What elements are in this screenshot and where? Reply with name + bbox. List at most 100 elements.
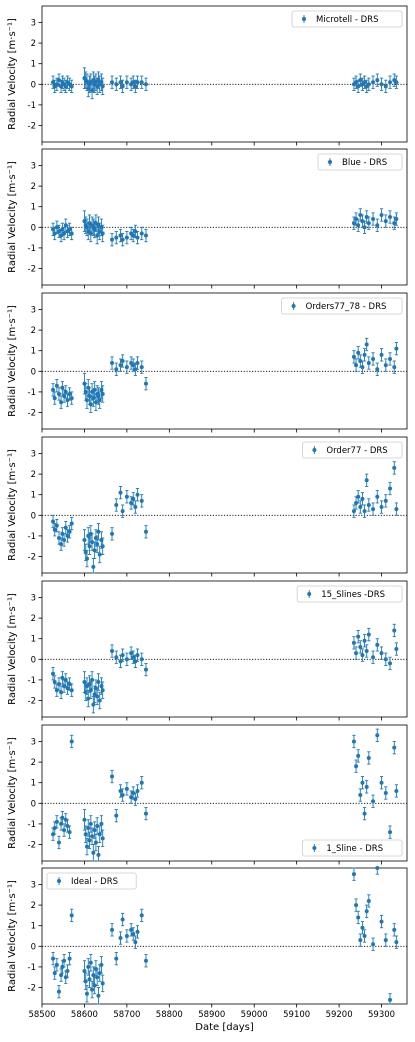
data-point [96, 993, 101, 998]
data-point [379, 919, 384, 924]
data-point [133, 797, 138, 802]
data-point [124, 786, 129, 791]
data-point [124, 80, 129, 85]
data-point [358, 644, 363, 649]
data-point [135, 788, 140, 793]
data-point [92, 387, 97, 392]
data-point [356, 494, 361, 499]
legend-box [296, 585, 403, 603]
y-tick-label: 1 [31, 635, 36, 645]
data-point [358, 505, 363, 510]
data-point [97, 398, 102, 403]
y-tick-label: -2 [28, 409, 36, 419]
data-point [84, 991, 89, 996]
data-point [51, 832, 56, 837]
data-point [60, 675, 65, 680]
y-tick-label: -2 [28, 984, 36, 994]
data-point [59, 973, 64, 978]
data-point [69, 84, 74, 89]
data-point [388, 80, 393, 85]
data-point [135, 235, 140, 240]
data-point [65, 686, 70, 691]
y-tick-label: 2 [31, 182, 36, 192]
data-point [118, 363, 123, 368]
data-point [67, 830, 72, 835]
data-point [83, 979, 88, 984]
data-point [120, 359, 125, 363]
data-point [392, 628, 397, 633]
data-point [131, 791, 136, 795]
legend: 15_Slines -DRS [296, 585, 403, 603]
data-point [67, 682, 72, 687]
data-point [54, 225, 59, 230]
data-point [97, 229, 102, 234]
data-point [62, 394, 67, 399]
data-point [110, 531, 115, 536]
legend-label: 1_Sline - DRS [326, 844, 383, 854]
y-tick-label: 0 [31, 367, 36, 377]
data-point [388, 661, 393, 666]
legend-box [301, 839, 403, 857]
data-point [139, 80, 144, 85]
data-point [52, 396, 57, 401]
data-point [51, 387, 56, 392]
data-point [93, 840, 98, 845]
data-point [364, 909, 369, 914]
data-point [366, 632, 371, 637]
data-point [100, 391, 105, 396]
legend: Ideal - DRS [46, 872, 137, 890]
data-point [379, 505, 384, 510]
axes-frame [41, 292, 408, 430]
data-point [362, 934, 367, 938]
data-point [379, 651, 384, 656]
y-tick-label: 2 [31, 470, 36, 480]
data-point [143, 381, 148, 386]
data-point [110, 927, 115, 932]
data-point [51, 80, 56, 85]
legend-label: 15_Slines -DRS [321, 590, 385, 600]
data-point [62, 231, 67, 236]
data-point [56, 391, 61, 396]
y-tick-label: 3 [31, 737, 36, 747]
legend-marker [57, 879, 61, 883]
data-point [88, 960, 93, 965]
data-point [91, 564, 96, 569]
data-point [52, 679, 57, 684]
data-point [65, 823, 70, 828]
panel-2: -2 -1 0 1 2 3 Blue - DRS Radial Velocity [m·s⁻¹… [7, 148, 408, 289]
data-point [356, 915, 361, 920]
data-point [124, 934, 129, 938]
data-point [379, 82, 384, 87]
data-point [356, 350, 361, 355]
data-point [54, 688, 59, 693]
data-point [51, 227, 56, 232]
legend-marker [312, 448, 317, 452]
data-point [129, 500, 134, 505]
data-point [392, 365, 397, 370]
data-point [69, 688, 74, 693]
data-point [95, 694, 100, 699]
y-tick-label: 3 [31, 18, 36, 28]
data-point [133, 505, 138, 510]
y-tick-label: 3 [31, 449, 36, 459]
legend-marker [291, 304, 296, 308]
legend-box [281, 297, 403, 315]
x-tick-label: 58700 [113, 1010, 140, 1020]
panel-7: -2 -1 0 1 2 3 58500 58600 58700 58800 58900 59000 59… [7, 866, 408, 1020]
data-point [56, 78, 61, 83]
data-point [100, 231, 105, 236]
y-axis-label: Radial Velocity [m·s⁻¹] [7, 305, 18, 417]
data-point [86, 964, 91, 969]
y-tick-label: 1 [31, 60, 36, 70]
data-point [135, 80, 140, 85]
data-point [96, 679, 101, 684]
data-point [131, 80, 136, 85]
data-point [95, 542, 100, 547]
data-point [354, 651, 359, 656]
x-tick-label: 59300 [368, 1010, 395, 1020]
data-point [120, 509, 125, 514]
y-tick-label: 2 [31, 326, 36, 336]
data-point [63, 975, 68, 980]
data-point [51, 671, 56, 676]
data-point [97, 832, 102, 837]
